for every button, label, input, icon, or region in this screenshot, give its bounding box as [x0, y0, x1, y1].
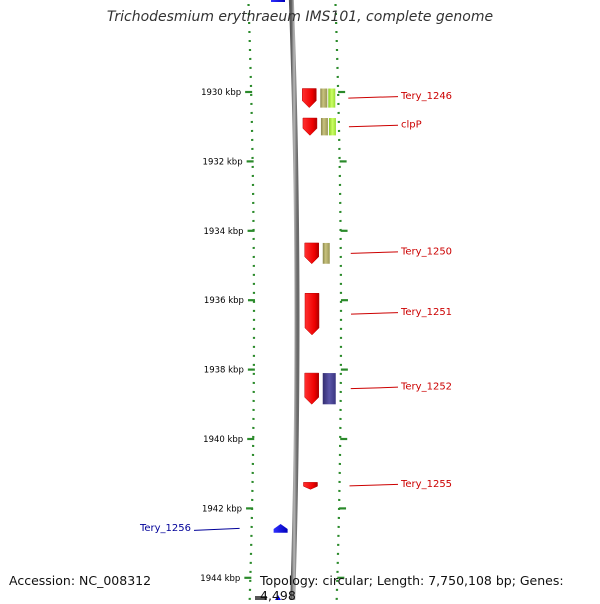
ring-layer — [247, 0, 343, 604]
feature-box — [320, 88, 328, 108]
genome-backbone — [288, 0, 300, 604]
label-layer: Tery_1246 clpP Tery_1250 Tery_1251 Tery_1252… — [139, 91, 452, 534]
gene-label-leader — [350, 312, 399, 315]
offscreen-feature-bottom — [255, 596, 267, 600]
topology-text: Topology: circular; Length: 7,750,108 bp… — [260, 573, 564, 603]
scale-tick-label: 1930 kbp — [201, 88, 241, 98]
gene-label[interactable]: Tery_1252 — [400, 382, 452, 393]
accession-text: Accession: NC_008312 — [9, 573, 152, 588]
offscreen-gene-top — [271, 0, 285, 2]
outer-dotted-ring — [334, 0, 343, 604]
feature-box — [322, 373, 336, 405]
gene-label[interactable]: clpP — [401, 120, 422, 131]
map-title: Trichodesmium erythraeum IMS101, complet… — [106, 9, 494, 25]
gene-label[interactable]: Tery_1250 — [400, 246, 452, 257]
gene-label-leader — [350, 251, 399, 254]
scale-tick-label: 1932 kbp — [203, 157, 243, 167]
scale-layer: 1930 kbp 1932 kbp 1934 kbp 1936 kbp 1938 kbp… — [200, 88, 348, 584]
gene-arrow — [302, 88, 317, 108]
gene-layer — [255, 0, 336, 600]
gene-arrow — [304, 372, 319, 405]
gene-label-leader — [348, 96, 399, 99]
gene-arrow-reverse — [273, 524, 288, 533]
scale-tick-label: 1944 kbp — [200, 574, 240, 584]
gene-label-leader — [349, 483, 399, 487]
gene-label-leader — [193, 527, 240, 531]
gene-label[interactable]: Tery_1251 — [400, 307, 452, 318]
scale-tick-label: 1942 kbp — [202, 504, 242, 514]
feature-box — [320, 118, 328, 136]
gene-arrow — [304, 293, 320, 336]
scale-tick-label: 1936 kbp — [204, 296, 244, 306]
scale-tick-label: 1938 kbp — [204, 366, 244, 376]
gene-label-leader — [350, 386, 399, 390]
gene-arrow — [303, 482, 318, 490]
gene-arrow — [304, 242, 320, 265]
gene-label[interactable]: Tery_1255 — [400, 479, 452, 490]
feature-box — [328, 118, 336, 136]
gene-arrow — [302, 117, 318, 136]
feature-box — [322, 242, 330, 264]
scale-tick-label: 1934 kbp — [203, 227, 243, 237]
offscreen-gene-bottom — [275, 595, 281, 600]
gene-label-leader — [348, 124, 399, 128]
gene-label[interactable]: Tery_1246 — [400, 91, 452, 102]
feature-box — [328, 88, 336, 108]
scale-tick-label: 1940 kbp — [203, 435, 243, 445]
gene-label[interactable]: Tery_1256 — [139, 523, 191, 534]
